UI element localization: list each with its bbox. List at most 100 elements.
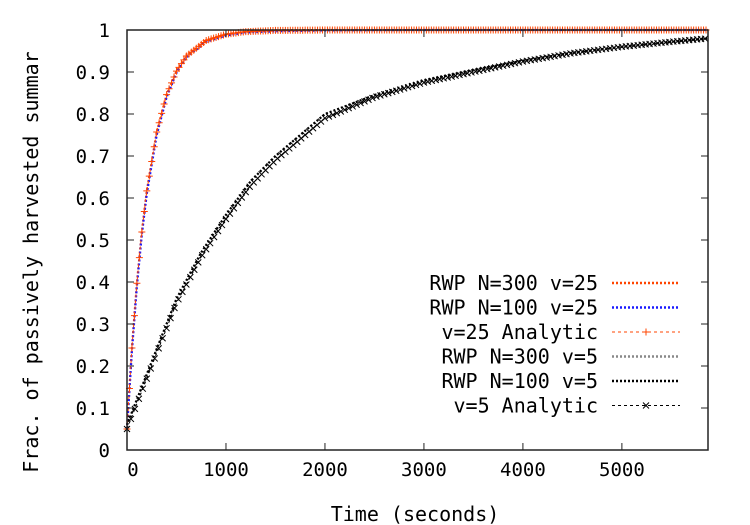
cross-marker — [353, 101, 360, 109]
y-tick-label: 0.8 — [76, 104, 110, 126]
cross-marker — [135, 395, 143, 403]
cross-marker — [408, 82, 416, 90]
cross-marker — [404, 83, 412, 91]
cross-marker — [143, 375, 151, 382]
cross-marker — [388, 88, 396, 96]
cross-marker — [202, 245, 210, 253]
cross-marker — [365, 96, 372, 104]
cross-marker — [214, 227, 222, 235]
y-tick-label: 0.9 — [76, 62, 110, 84]
cross-marker — [163, 324, 170, 332]
cross-marker — [420, 79, 428, 86]
cross-marker — [337, 108, 345, 115]
cross-marker — [380, 90, 388, 98]
y-tick-label: 0 — [99, 440, 110, 462]
y-tick-label: 0.6 — [76, 188, 110, 210]
series-line-5 — [126, 37, 709, 430]
cross-marker — [479, 66, 487, 74]
plus-marker — [135, 254, 143, 262]
plus-marker — [158, 109, 166, 117]
y-tick-label: 0.3 — [76, 314, 110, 336]
plus-marker — [153, 128, 161, 136]
y-tick-label: 0.4 — [76, 272, 110, 294]
cross-marker — [159, 334, 166, 342]
cross-marker — [424, 78, 432, 86]
plus-marker — [143, 187, 151, 195]
x-tick-label: 1000 — [203, 459, 249, 481]
cross-marker — [345, 104, 353, 112]
cross-marker — [456, 71, 463, 79]
cross-marker — [468, 69, 475, 76]
cross-marker — [321, 114, 329, 122]
plus-marker — [160, 100, 168, 108]
cross-marker — [190, 266, 198, 274]
cross-marker — [147, 365, 155, 372]
cross-marker — [175, 295, 182, 303]
plus-marker — [172, 67, 180, 75]
cross-marker — [416, 80, 424, 88]
plus-marker — [175, 63, 183, 71]
cross-marker — [377, 92, 384, 99]
cross-marker — [151, 355, 159, 362]
cross-marker — [131, 405, 139, 413]
y-tick-label: 0.1 — [76, 398, 110, 420]
x-tick-label: 3000 — [401, 459, 447, 481]
x-tick-label: 0 — [127, 459, 138, 481]
y-tick-label: 1 — [99, 20, 110, 42]
y-tick-label: 0.2 — [76, 356, 110, 378]
y-tick-label: 0.7 — [76, 146, 110, 168]
cross-marker — [400, 85, 408, 92]
plus-marker — [163, 91, 171, 99]
cross-marker — [373, 93, 380, 100]
plus-marker — [150, 143, 158, 151]
cross-marker — [155, 345, 163, 352]
cross-marker — [234, 199, 242, 207]
cross-marker — [472, 68, 479, 75]
cross-marker — [198, 251, 206, 259]
cross-marker — [432, 76, 440, 84]
plus-marker — [168, 79, 176, 87]
cross-marker — [186, 273, 194, 281]
cross-marker — [436, 75, 444, 83]
x-tick-label: 4000 — [500, 459, 546, 481]
x-tick-label: 5000 — [599, 459, 645, 481]
cross-marker — [167, 314, 174, 322]
plus-marker — [140, 207, 148, 215]
cross-marker — [361, 98, 368, 105]
legend-label: RWP N=300 v=5 — [441, 345, 598, 369]
cross-marker — [515, 58, 523, 66]
cross-marker — [139, 385, 147, 393]
legend-label: v=5 Analytic — [454, 394, 599, 418]
plus-marker — [155, 119, 163, 127]
cross-marker — [179, 288, 186, 296]
cross-marker — [511, 59, 519, 67]
cross-marker — [127, 415, 135, 423]
cross-marker — [495, 63, 503, 70]
cross-marker — [333, 109, 341, 117]
plot-frame — [126, 29, 709, 451]
plus-marker — [145, 172, 153, 180]
series-line-2 — [126, 29, 708, 430]
cross-marker — [499, 62, 507, 70]
cross-marker — [325, 113, 333, 120]
plus-marker — [133, 279, 141, 287]
legend-label: RWP N=300 v=25 — [429, 271, 598, 295]
x-axis-label: Time (seconds) — [331, 502, 500, 525]
legend-label: RWP N=100 v=5 — [441, 369, 598, 393]
cross-marker — [491, 64, 499, 71]
plus-marker — [177, 60, 185, 68]
cross-marker — [349, 103, 357, 110]
cross-marker — [341, 106, 349, 114]
cross-marker — [183, 281, 190, 288]
series-line-0 — [125, 28, 708, 430]
cross-marker — [503, 61, 511, 69]
cross-marker — [238, 194, 246, 201]
legend-label: RWP N=100 v=25 — [429, 296, 598, 320]
x-tick-label: 2000 — [302, 459, 348, 481]
cross-marker — [171, 304, 178, 312]
plus-marker — [148, 157, 156, 165]
cross-marker — [329, 111, 337, 119]
cross-marker — [218, 221, 226, 229]
